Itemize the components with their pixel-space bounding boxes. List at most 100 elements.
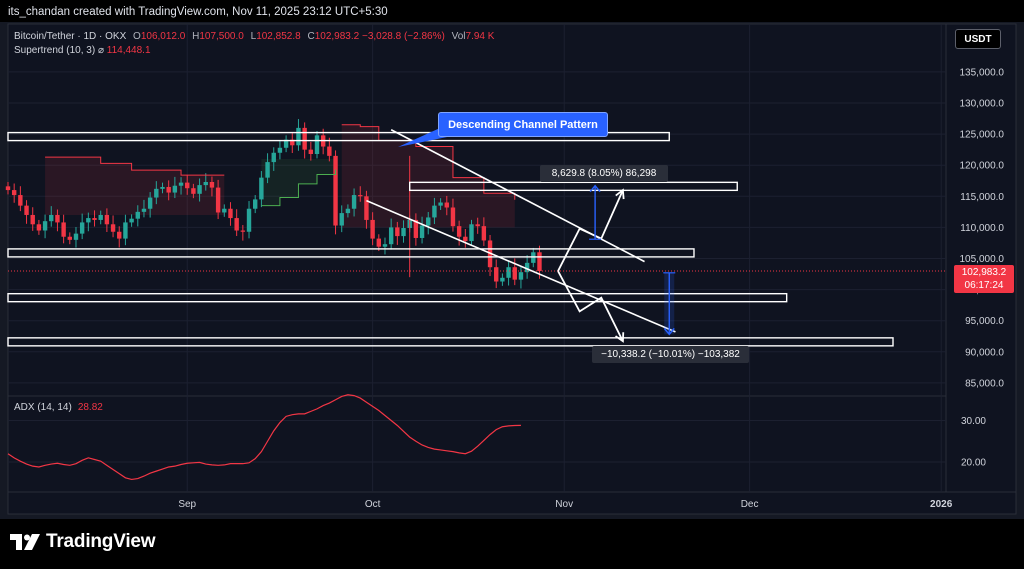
candle — [469, 219, 474, 246]
candle — [104, 208, 110, 233]
grid — [8, 24, 946, 492]
candle — [432, 197, 437, 225]
candle — [42, 214, 48, 239]
publish-info: its_chandan created with TradingView.com… — [8, 6, 388, 18]
candle-body — [481, 226, 487, 241]
candle — [228, 202, 233, 226]
candle-body — [178, 182, 184, 186]
support-resistance-zone[interactable] — [7, 248, 695, 258]
bullish-projection-path[interactable] — [557, 189, 624, 272]
candle — [253, 195, 258, 214]
change-value: −3,028.8 (−2.86%) — [361, 31, 445, 42]
adx-legend[interactable]: ADX (14, 14) 28.82 — [14, 402, 103, 413]
candle-body — [308, 149, 314, 155]
price-axis-panel — [945, 23, 1017, 493]
candle — [123, 214, 128, 246]
measure-down-label[interactable]: −10,338.2 (−10.01%) −103,382 — [592, 346, 749, 363]
price-tick-label: 90,000.0 — [965, 347, 1004, 358]
candle — [234, 209, 239, 236]
price-tick-label: 115,000.0 — [960, 192, 1004, 203]
supertrend-label: Supertrend (10, 3) — [14, 45, 96, 56]
currency-button[interactable]: USDT — [955, 29, 1001, 49]
candle — [327, 137, 332, 162]
candle — [314, 130, 320, 159]
candle-body — [432, 205, 437, 218]
candle-body — [382, 244, 388, 247]
candle — [55, 209, 60, 232]
candle — [24, 200, 29, 224]
candle — [5, 181, 11, 195]
candle-body — [358, 195, 363, 197]
candle-body — [419, 225, 425, 238]
support-resistance-zone[interactable] — [7, 292, 788, 303]
candle-body — [302, 127, 307, 150]
candle-body — [197, 185, 202, 194]
price-tick-label: 110,000.0 — [960, 223, 1004, 234]
candle-body — [333, 155, 338, 226]
channel-lower-line[interactable] — [366, 199, 676, 333]
tradingview-logo[interactable]: TradingView — [10, 531, 156, 553]
candle-body — [524, 262, 530, 273]
candle — [11, 183, 17, 203]
candle-body — [30, 214, 35, 225]
candle — [345, 204, 351, 218]
candle — [481, 217, 487, 246]
symbol-legend[interactable]: Bitcoin/Tether · 1D · OKX O106,012.0 H10… — [14, 31, 494, 42]
candle-body — [444, 202, 449, 208]
candle — [401, 220, 406, 243]
candle — [135, 205, 140, 227]
candle-body — [469, 224, 474, 242]
candle — [222, 204, 227, 217]
bearish-projection-path[interactable] — [557, 270, 624, 342]
candle-body — [290, 139, 295, 146]
candle-body — [135, 211, 140, 219]
candle — [129, 214, 134, 227]
candle-body — [228, 208, 233, 219]
candle-body — [327, 146, 332, 156]
candle — [339, 205, 344, 233]
supertrend-legend[interactable]: Supertrend (10, 3) ⌀ 114,448.1 — [14, 45, 151, 56]
candle-body — [215, 187, 221, 213]
candle-body — [475, 224, 480, 227]
adx-tick-label: 30.00 — [961, 416, 986, 427]
channel-upper-line[interactable] — [390, 129, 645, 263]
candle — [79, 213, 85, 240]
measure-up-label[interactable]: 8,629.8 (8.05%) 86,298 — [540, 165, 668, 182]
support-resistance-zone[interactable] — [7, 131, 670, 142]
candle — [98, 210, 103, 225]
candle-body — [364, 196, 369, 220]
candle — [166, 180, 171, 201]
candle-body — [24, 205, 29, 215]
price-tick-label: 130,000.0 — [960, 99, 1005, 110]
last-price-tag: 102,983.2 06:17:24 — [954, 265, 1014, 293]
support-resistance-zone[interactable] — [7, 337, 894, 347]
adx-value: 28.82 — [77, 402, 103, 413]
candle-body — [265, 162, 270, 178]
candle — [290, 133, 295, 154]
bar-countdown: 06:17:24 — [964, 280, 1004, 291]
supertrend-up-line — [261, 169, 337, 207]
candle-body — [92, 218, 97, 220]
candle-body — [283, 139, 289, 148]
candle-body — [537, 252, 542, 272]
candle — [49, 206, 54, 227]
candle — [271, 147, 276, 171]
candle — [395, 221, 400, 245]
support-resistance-zone[interactable] — [409, 181, 738, 192]
candle — [110, 215, 116, 238]
candle — [500, 273, 505, 286]
candle-body — [370, 219, 375, 239]
channel-callout[interactable]: Descending Channel Pattern — [438, 112, 608, 137]
candle — [246, 201, 252, 239]
price-tick-label: 105,000.0 — [960, 254, 1005, 265]
price-tick-label: 125,000.0 — [960, 130, 1005, 141]
candle — [172, 176, 178, 199]
candle-body — [86, 218, 91, 223]
supertrend-down-line — [45, 156, 225, 176]
candle — [450, 198, 456, 232]
bearish-projection-path-arrowhead — [615, 332, 625, 343]
candle-body — [141, 208, 147, 212]
candle — [154, 181, 159, 205]
